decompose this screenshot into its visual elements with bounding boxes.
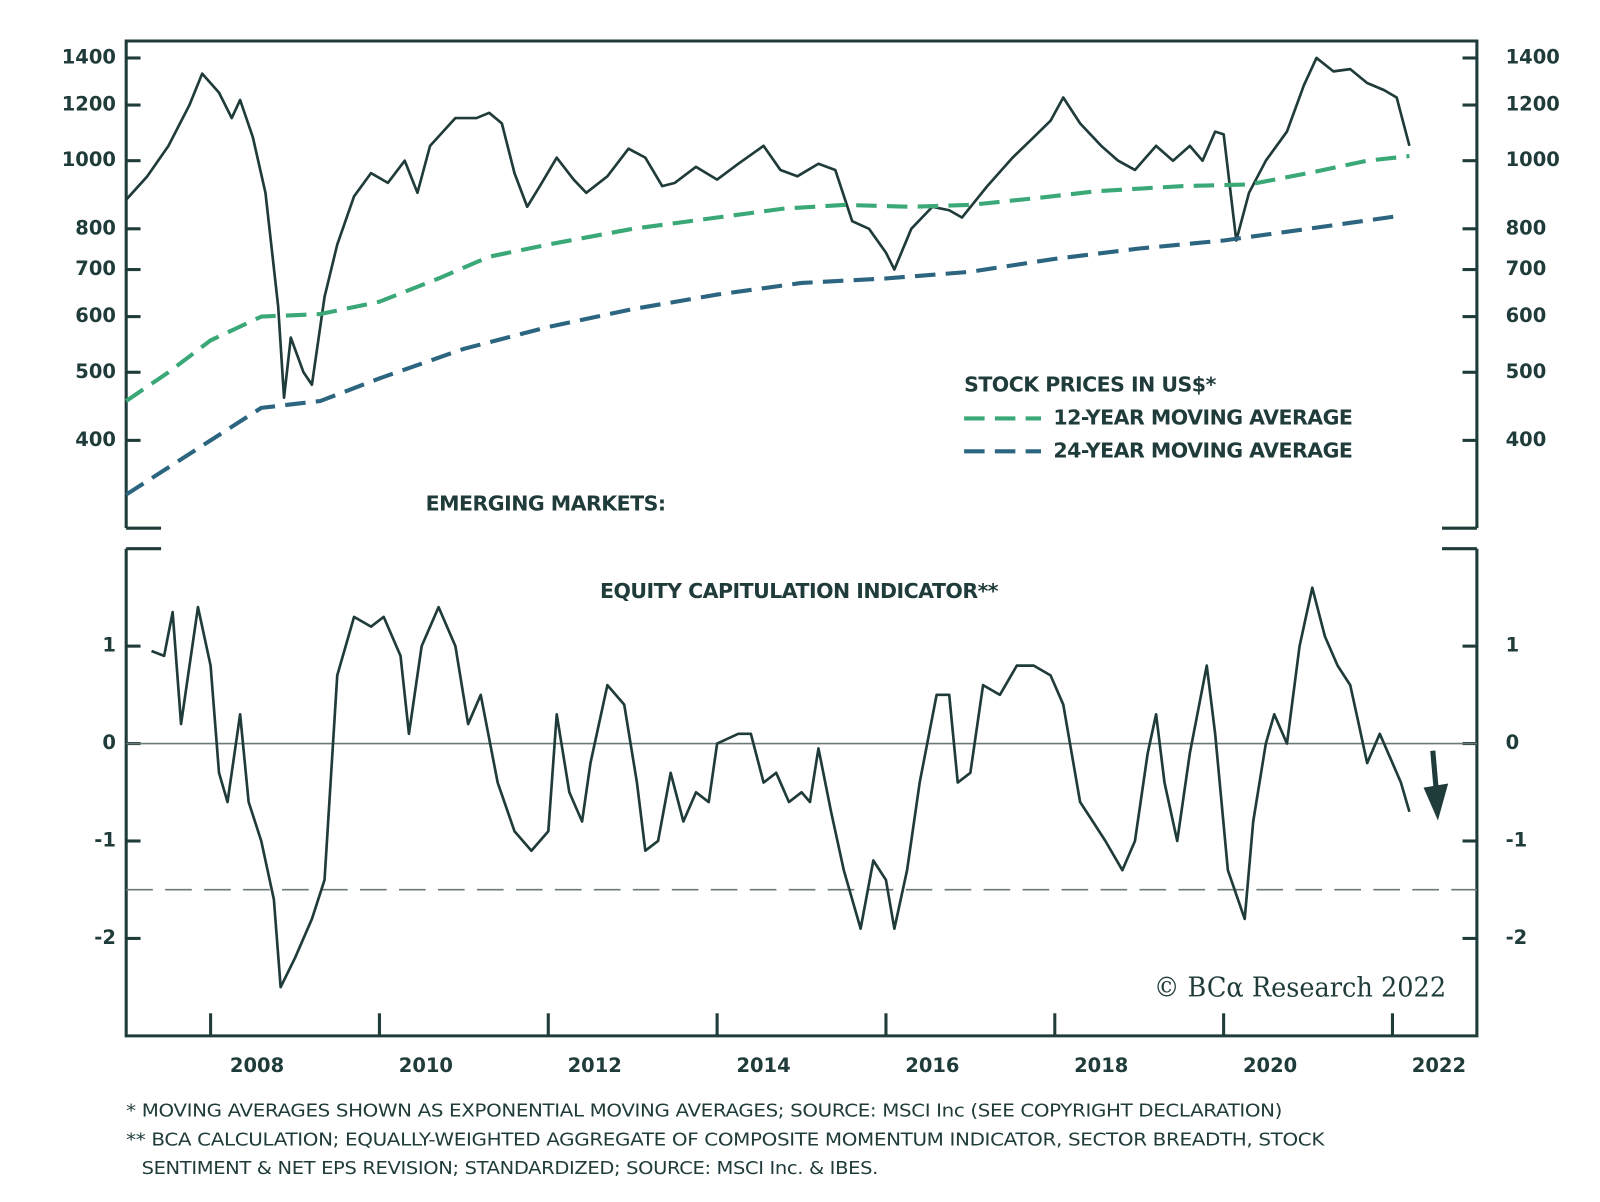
x-tick-label: 2008 <box>230 1054 284 1077</box>
y-tick-label: -1 <box>94 828 116 851</box>
y-tick-label: 0 <box>1506 731 1520 754</box>
footnote: * MOVING AVERAGES SHOWN AS EXPONENTIAL M… <box>126 1102 1282 1122</box>
legend-label: 24-YEAR MOVING AVERAGE <box>1053 438 1352 462</box>
y-tick-label: 1 <box>1506 634 1520 657</box>
y-tick-label: 1 <box>102 634 116 657</box>
bottom-frame <box>124 547 1479 1038</box>
y-tick-label: 1200 <box>62 93 116 116</box>
top-title: EMERGING MARKETS: <box>426 492 666 516</box>
x-tick-label: 2018 <box>1074 1054 1128 1077</box>
series-line <box>151 586 1411 989</box>
y-tick-label: 1000 <box>1506 148 1560 171</box>
y-tick-label: 400 <box>1506 428 1547 451</box>
x-tick-label: 2010 <box>399 1054 453 1077</box>
y-tick-label: 700 <box>1506 257 1547 280</box>
footnote: SENTIMENT & NET EPS REVISION; STANDARDIZ… <box>142 1159 878 1179</box>
y-tick-label: 500 <box>1506 360 1547 383</box>
y-tick-label: 0 <box>102 731 116 754</box>
y-tick-label: 1000 <box>62 148 116 171</box>
footnote: ** BCA CALCULATION; EQUALLY-WEIGHTED AGG… <box>126 1130 1325 1150</box>
x-tick-label: 2012 <box>568 1054 622 1077</box>
y-tick-label: 600 <box>1506 304 1547 327</box>
series-line <box>125 56 1411 400</box>
y-tick-label: -2 <box>1506 926 1528 949</box>
y-tick-label: 1400 <box>62 45 116 68</box>
y-tick-label: -1 <box>1506 828 1528 851</box>
y-tick-label: 800 <box>1506 216 1547 239</box>
x-tick-label: 2014 <box>736 1054 790 1077</box>
legend-label: STOCK PRICES IN US$* <box>964 373 1216 397</box>
y-tick-label: 800 <box>75 216 116 239</box>
y-tick-label: 600 <box>75 304 116 327</box>
series-line <box>125 213 1402 497</box>
y-tick-label: -2 <box>94 926 116 949</box>
x-tick-label: 2022 <box>1412 1054 1466 1077</box>
y-tick-label: 400 <box>75 428 116 451</box>
series-line <box>125 154 1410 403</box>
top-frame <box>124 39 1479 530</box>
bottom-title: EQUITY CAPITULATION INDICATOR** <box>600 579 999 603</box>
y-tick-label: 1400 <box>1506 45 1560 68</box>
x-tick-label: 2016 <box>905 1054 959 1077</box>
copyright: © BCα Research 2022 <box>1154 973 1446 1004</box>
y-tick-label: 1200 <box>1506 93 1560 116</box>
y-tick-label: 500 <box>75 360 116 383</box>
y-tick-label: 700 <box>75 257 116 280</box>
x-tick-label: 2020 <box>1243 1054 1297 1077</box>
arrow-head <box>1423 783 1449 821</box>
legend-label: 12-YEAR MOVING AVERAGE <box>1053 405 1352 429</box>
